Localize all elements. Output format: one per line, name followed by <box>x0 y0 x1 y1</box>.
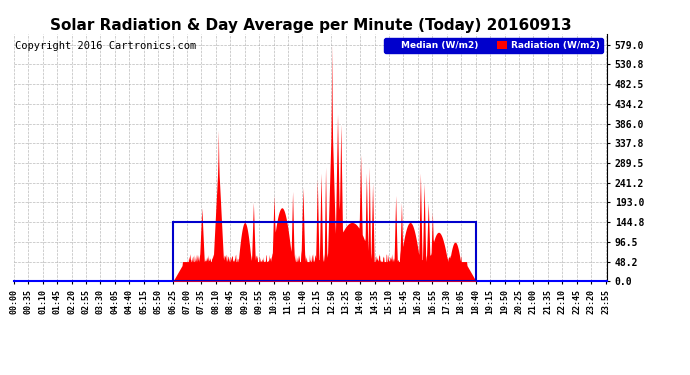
Title: Solar Radiation & Day Average per Minute (Today) 20160913: Solar Radiation & Day Average per Minute… <box>50 18 571 33</box>
Bar <box>173 222 476 281</box>
Text: Copyright 2016 Cartronics.com: Copyright 2016 Cartronics.com <box>15 41 196 51</box>
Legend: Median (W/m2), Radiation (W/m2): Median (W/m2), Radiation (W/m2) <box>384 38 602 53</box>
